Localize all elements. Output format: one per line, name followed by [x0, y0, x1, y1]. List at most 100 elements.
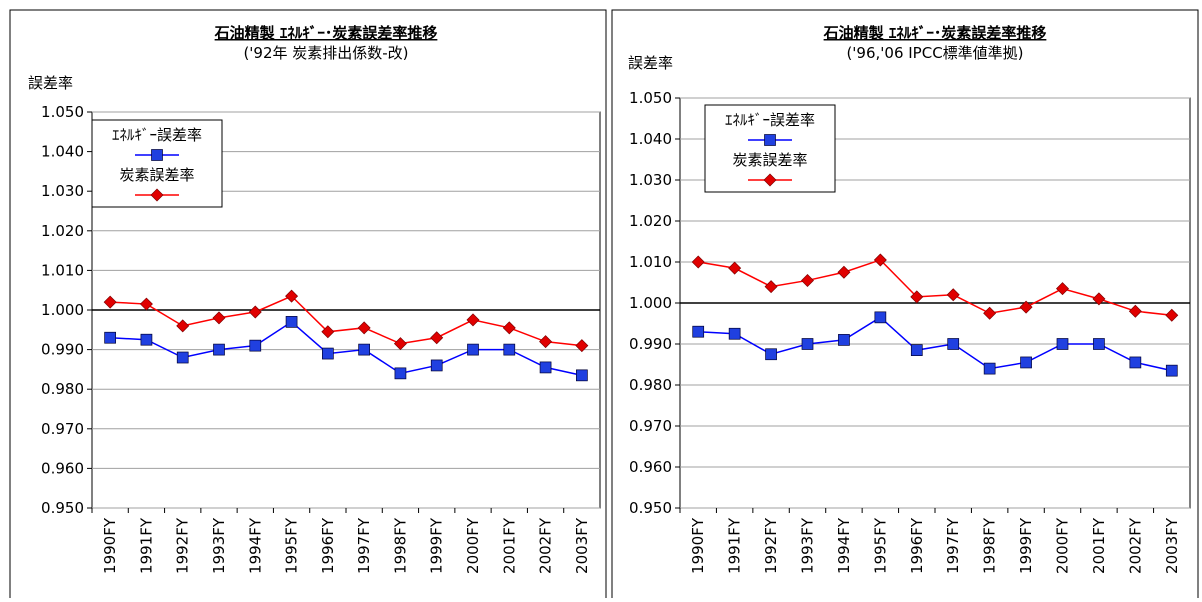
marker [1092, 292, 1106, 306]
y-tick-label: 1.020 [629, 212, 672, 230]
y-tick-label: 0.960 [629, 458, 672, 476]
x-tick-label: 1993FY [799, 517, 817, 574]
marker [1056, 338, 1069, 350]
marker [393, 337, 407, 351]
marker [947, 338, 960, 350]
marker [1020, 356, 1032, 369]
y-tick-label: 0.980 [629, 376, 672, 394]
marker [983, 306, 997, 320]
marker [539, 335, 553, 349]
x-tick-label: 1993FY [210, 517, 228, 574]
legend-label: 炭素誤差率 [119, 166, 194, 184]
chart-subtitle: ('92年 炭素排出係数-改) [243, 44, 408, 62]
x-tick-label: 1991FY [726, 517, 744, 574]
marker [1093, 338, 1105, 350]
x-tick-label: 2000FY [464, 517, 482, 574]
y-tick-label: 0.970 [41, 420, 84, 438]
y-tick-label: 1.030 [41, 182, 84, 200]
x-tick-label: 2001FY [1090, 517, 1108, 574]
chart-subtitle: ('96,'06 IPCC標準値準拠) [846, 44, 1023, 62]
marker [691, 255, 705, 269]
x-tick-label: 1992FY [174, 517, 192, 574]
marker [873, 253, 887, 267]
x-tick-label: 1996FY [319, 517, 337, 574]
marker [837, 265, 851, 279]
marker [394, 367, 407, 380]
marker [467, 343, 479, 356]
series-line [110, 295, 582, 347]
y-tick-label: 0.950 [629, 499, 672, 517]
marker [763, 173, 777, 187]
marker [692, 325, 705, 338]
marker [285, 289, 299, 303]
marker [946, 288, 960, 302]
legend-label: 炭素誤差率 [732, 151, 807, 169]
x-tick-label: 1997FY [944, 517, 962, 574]
y-tick-label: 0.990 [41, 341, 84, 359]
marker [503, 343, 516, 356]
series-line [698, 259, 1172, 317]
chart-title: 石油精製 ｴﾈﾙｷﾞｰ･炭素誤差率推移 [214, 24, 438, 42]
marker [1019, 300, 1033, 314]
marker [801, 338, 814, 350]
marker [838, 334, 850, 346]
y-tick-label: 0.950 [41, 499, 84, 517]
marker [1165, 308, 1179, 322]
marker [321, 325, 335, 339]
marker [358, 343, 370, 356]
marker [150, 188, 164, 202]
marker [1128, 304, 1142, 318]
marker [801, 273, 814, 287]
y-axis-label: 誤差率 [28, 74, 73, 92]
y-tick-label: 1.000 [41, 301, 84, 319]
x-tick-label: 1990FY [689, 517, 707, 574]
legend-label: ｴﾈﾙｷﾞｰ誤差率 [112, 126, 202, 144]
marker [910, 344, 923, 356]
marker [176, 351, 189, 364]
marker [765, 348, 777, 361]
marker [103, 295, 117, 309]
series-line [110, 320, 583, 377]
x-tick-label: 1999FY [1017, 517, 1035, 574]
marker [249, 339, 262, 352]
marker [104, 331, 116, 344]
x-tick-label: 1994FY [246, 517, 264, 574]
x-tick-label: 1994FY [835, 517, 853, 574]
marker [539, 361, 552, 374]
x-tick-label: 2002FY [537, 517, 555, 574]
marker [1165, 364, 1178, 377]
marker [139, 297, 153, 311]
chart-title: 石油精製 ｴﾈﾙｷﾞｰ･炭素誤差率推移 [823, 24, 1047, 42]
marker [357, 321, 371, 335]
x-tick-label: 2002FY [1126, 517, 1144, 574]
marker [983, 362, 996, 375]
x-tick-label: 1992FY [762, 517, 780, 574]
y-axis-label: 誤差率 [628, 54, 673, 72]
y-tick-label: 1.010 [41, 261, 84, 279]
marker [322, 347, 334, 360]
y-tick-label: 1.010 [629, 253, 672, 271]
marker [466, 313, 480, 327]
x-tick-label: 2001FY [500, 517, 518, 574]
marker [212, 311, 226, 325]
y-tick-label: 0.990 [629, 335, 672, 353]
series-line [698, 316, 1172, 372]
marker [764, 134, 776, 146]
y-tick-label: 1.050 [41, 103, 84, 121]
x-tick-label: 2003FY [1163, 517, 1181, 574]
marker [151, 149, 163, 161]
marker [248, 305, 262, 319]
marker [728, 327, 741, 340]
y-tick-label: 1.040 [41, 143, 84, 161]
x-tick-label: 2000FY [1054, 517, 1072, 574]
y-tick-label: 1.040 [629, 130, 672, 148]
marker [1056, 282, 1069, 296]
marker [502, 321, 516, 335]
marker [910, 290, 924, 304]
y-tick-label: 1.020 [41, 222, 84, 240]
x-tick-label: 1995FY [283, 517, 301, 574]
x-tick-label: 1990FY [101, 517, 119, 574]
x-tick-label: 1997FY [355, 517, 373, 574]
y-tick-label: 0.970 [629, 417, 672, 435]
